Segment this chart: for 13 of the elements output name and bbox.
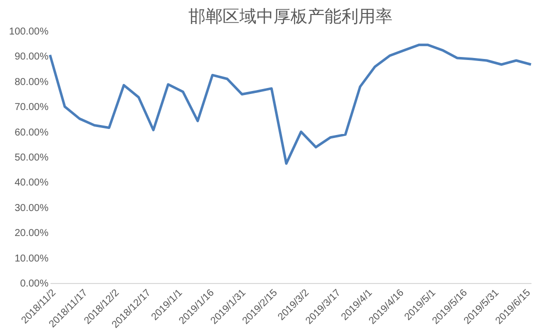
y-tick-label: 70.00% xyxy=(14,102,49,114)
chart-title: 邯郸区域中厚板产能利用率 xyxy=(188,7,392,27)
y-tick-label: 20.00% xyxy=(14,228,49,240)
y-tick-label: 60.00% xyxy=(14,127,49,138)
y-tick-label: 80.00% xyxy=(14,76,49,88)
y-tick-label: 30.00% xyxy=(14,202,49,214)
line-series xyxy=(48,44,532,165)
y-tick-label: 40.00% xyxy=(14,178,49,189)
y-tick-label: 90.00% xyxy=(14,52,49,63)
y-tick-label: 50.00% xyxy=(14,152,49,164)
y-tick-label: 10.00% xyxy=(14,253,49,264)
y-tick-label: 100.00% xyxy=(9,26,49,38)
y-tick-label: 0.00% xyxy=(20,278,49,290)
